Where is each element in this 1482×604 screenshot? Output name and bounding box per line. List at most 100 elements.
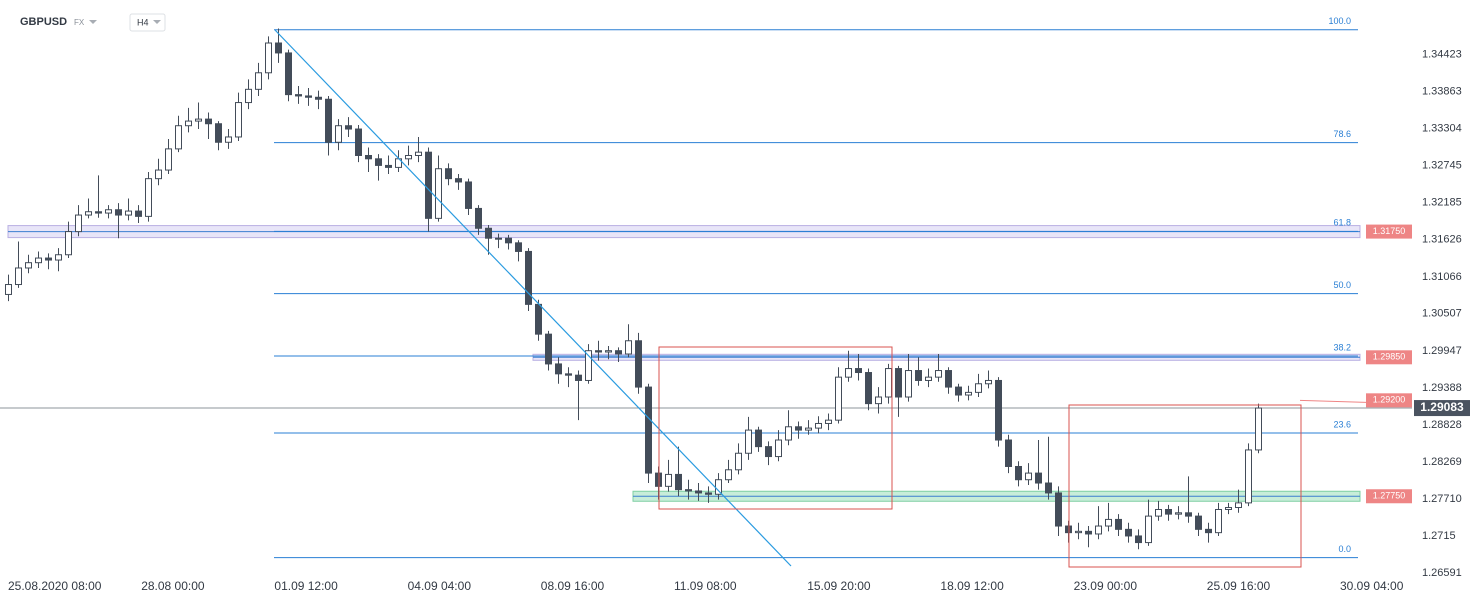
candle-body [735, 452, 742, 471]
candle-body [15, 267, 22, 286]
y-tick-label: 1.26591 [1422, 567, 1462, 579]
candle-body [635, 340, 642, 388]
candle-body [265, 42, 272, 74]
candle-body [965, 391, 972, 396]
timeframe-selector[interactable] [129, 13, 166, 32]
candle-body [1005, 439, 1012, 467]
candle-body [145, 178, 152, 217]
candle-body [475, 207, 482, 229]
candle-body [885, 368, 892, 398]
candle-body [1235, 502, 1242, 509]
candle-body [895, 368, 902, 398]
candle-body [1115, 518, 1122, 530]
level-label-box [1366, 489, 1412, 504]
candle-body [315, 96, 322, 100]
candle-body [295, 94, 302, 97]
candle-body [1045, 482, 1052, 494]
x-tick-label: 25.08.2020 08:00 [8, 579, 102, 593]
candle-body [485, 227, 492, 239]
candle-body [1245, 449, 1252, 504]
candle-body [1085, 530, 1092, 535]
candle-body [275, 42, 282, 54]
range-box [1068, 404, 1302, 568]
candle-body [985, 379, 992, 385]
candle-body [915, 370, 922, 381]
y-tick-label: 1.28828 [1422, 419, 1462, 431]
y-tick-label: 1.32185 [1422, 197, 1462, 209]
candle-body [45, 257, 52, 261]
candle-body [1195, 515, 1202, 530]
candle-body [615, 350, 622, 355]
candle-body [665, 473, 672, 487]
candle-body [595, 350, 602, 353]
trend-line [274, 29, 792, 567]
candle-body [855, 368, 862, 374]
market: FX [74, 18, 85, 27]
level-label-box [1366, 350, 1412, 365]
candle-body [805, 427, 812, 431]
level-label: 1.27750 [1373, 491, 1406, 501]
candle-body [1145, 515, 1152, 544]
candle-body [55, 254, 62, 261]
candle-body [325, 98, 332, 143]
candle-body [185, 120, 192, 127]
candle-body [645, 386, 652, 474]
y-tick-label: 1.28269 [1422, 456, 1462, 468]
timeframe: H4 [137, 17, 149, 27]
candle-body [555, 363, 562, 375]
candle-body [875, 396, 882, 405]
candle-body [905, 370, 912, 398]
candle-body [385, 164, 392, 168]
candle-body [1155, 508, 1162, 517]
candle-body [925, 376, 932, 381]
fib-label: 23.6 [1333, 419, 1351, 429]
dropdown-arrow [153, 20, 161, 24]
candle-body [845, 368, 852, 378]
candle-body [1035, 472, 1042, 484]
candle-body [175, 125, 182, 150]
level-label: 1.31750 [1373, 226, 1406, 236]
candle-body [345, 125, 352, 130]
candle-body [1015, 465, 1022, 481]
candle-body [65, 231, 72, 256]
y-tick-label: 1.33304 [1422, 123, 1462, 135]
candle-body [1215, 508, 1222, 534]
y-tick-label: 1.2715 [1422, 530, 1456, 542]
symbol: GBPUSD [20, 16, 67, 28]
candle-body [605, 350, 612, 353]
candle-body [125, 210, 132, 216]
candle-body [1175, 512, 1182, 515]
candle-body [165, 148, 172, 171]
candle-body [35, 257, 42, 264]
dropdown-arrow[interactable] [89, 20, 97, 24]
candle-body [825, 419, 832, 424]
candle-body [585, 350, 592, 381]
x-tick-label: 25.09 16:00 [1207, 579, 1271, 593]
candle-body [215, 123, 222, 143]
y-tick-label: 1.27710 [1422, 493, 1462, 505]
y-tick-label: 1.33863 [1422, 86, 1462, 98]
candle-body [545, 333, 552, 365]
candle-body [1225, 507, 1232, 510]
candle-body [495, 237, 502, 240]
last-price-label: 1.29083 [1420, 400, 1464, 414]
candle-body [995, 379, 1002, 441]
x-tick-label: 15.09 20:00 [807, 579, 871, 593]
candle-body [155, 169, 162, 180]
candle-body [75, 214, 82, 233]
candle-body [245, 88, 252, 104]
candle-body [1135, 535, 1142, 544]
level-label-box [1366, 393, 1412, 408]
candle-body [625, 340, 632, 355]
candle-body [95, 211, 102, 214]
x-tick-label: 11.09 08:00 [674, 579, 737, 593]
x-tick-label: 30.09 04:00 [1340, 579, 1404, 593]
candle-body [435, 168, 442, 219]
candle-body [935, 370, 942, 378]
candle-body [755, 429, 762, 448]
candle-body [365, 154, 372, 160]
candle-body [455, 178, 462, 183]
candle-body [695, 490, 702, 494]
candle-body [405, 154, 412, 160]
candle-body [815, 422, 822, 429]
